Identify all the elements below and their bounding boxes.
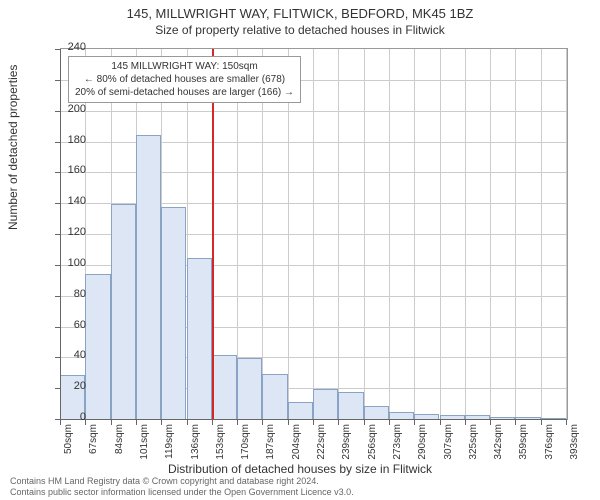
histogram-bar: [262, 374, 287, 420]
gridline-v: [541, 49, 542, 420]
y-tick-label: 20: [46, 380, 86, 392]
annotation-line: 20% of semi-detached houses are larger (…: [75, 86, 294, 99]
x-tick: [136, 420, 137, 425]
x-tick-label: 290sqm: [417, 424, 428, 474]
x-tick: [515, 420, 516, 425]
y-axis-label: Number of detached properties: [6, 65, 20, 230]
annotation-line: ← 80% of detached houses are smaller (67…: [75, 73, 294, 86]
histogram-bar: [161, 207, 186, 420]
x-tick: [212, 420, 213, 425]
reference-line: [212, 49, 214, 420]
histogram-bar: [212, 355, 237, 420]
histogram-bar: [288, 402, 313, 421]
y-tick-label: 180: [46, 134, 86, 146]
histogram-bar: [237, 358, 262, 420]
chart-container: 145, MILLWRIGHT WAY, FLITWICK, BEDFORD, …: [0, 0, 600, 500]
plot-area: [60, 48, 568, 420]
x-tick: [338, 420, 339, 425]
x-tick: [111, 420, 112, 425]
annotation-box: 145 MILLWRIGHT WAY: 150sqm← 80% of detac…: [68, 56, 301, 103]
x-tick-label: 376sqm: [544, 424, 555, 474]
x-tick-label: 84sqm: [114, 424, 125, 474]
chart-subtitle: Size of property relative to detached ho…: [0, 21, 600, 37]
x-tick-label: 119sqm: [164, 424, 175, 474]
y-tick-label: 200: [46, 103, 86, 115]
x-tick-label: 187sqm: [265, 424, 276, 474]
histogram-bar: [85, 274, 110, 420]
x-tick-label: 256sqm: [367, 424, 378, 474]
gridline-v: [288, 49, 289, 420]
x-tick: [237, 420, 238, 425]
x-tick-label: 359sqm: [518, 424, 529, 474]
x-tick-label: 204sqm: [291, 424, 302, 474]
y-tick-label: 120: [46, 226, 86, 238]
footer-attribution: Contains HM Land Registry data © Crown c…: [10, 476, 354, 498]
gridline-v: [262, 49, 263, 420]
histogram-bar: [313, 389, 338, 420]
gridline-v: [566, 49, 567, 420]
x-tick-label: 136sqm: [190, 424, 201, 474]
histogram-bar: [136, 135, 161, 420]
x-tick-label: 325sqm: [468, 424, 479, 474]
x-tick-label: 50sqm: [63, 424, 74, 474]
footer-line-2: Contains public sector information licen…: [10, 487, 354, 498]
y-tick-label: 100: [46, 257, 86, 269]
x-tick-label: 170sqm: [240, 424, 251, 474]
gridline-v: [490, 49, 491, 420]
x-tick: [313, 420, 314, 425]
x-tick: [187, 420, 188, 425]
x-tick-label: 307sqm: [443, 424, 454, 474]
gridline-v: [515, 49, 516, 420]
footer-line-1: Contains HM Land Registry data © Crown c…: [10, 476, 354, 487]
gridline-v: [364, 49, 365, 420]
y-tick-label: 0: [46, 411, 86, 423]
x-tick: [566, 420, 567, 425]
chart-title: 145, MILLWRIGHT WAY, FLITWICK, BEDFORD, …: [0, 0, 600, 21]
gridline-v: [338, 49, 339, 420]
y-tick-label: 40: [46, 349, 86, 361]
x-tick: [262, 420, 263, 425]
x-tick: [161, 420, 162, 425]
annotation-line: 145 MILLWRIGHT WAY: 150sqm: [75, 60, 294, 73]
x-tick: [364, 420, 365, 425]
histogram-bar: [187, 258, 212, 420]
y-tick-label: 80: [46, 288, 86, 300]
histogram-bar: [364, 406, 389, 420]
x-tick: [414, 420, 415, 425]
histogram-bar: [338, 392, 363, 420]
gridline-v: [440, 49, 441, 420]
gridline-v: [414, 49, 415, 420]
y-tick-label: 140: [46, 195, 86, 207]
gridline-v: [313, 49, 314, 420]
gridline-v: [465, 49, 466, 420]
x-tick-label: 393sqm: [569, 424, 580, 474]
x-tick: [389, 420, 390, 425]
x-tick: [541, 420, 542, 425]
x-tick-label: 342sqm: [493, 424, 504, 474]
x-tick: [465, 420, 466, 425]
histogram-bar: [111, 204, 136, 420]
x-tick: [440, 420, 441, 425]
x-axis: [60, 419, 567, 420]
x-tick-label: 222sqm: [316, 424, 327, 474]
x-tick: [288, 420, 289, 425]
x-tick-label: 67sqm: [88, 424, 99, 474]
x-tick-label: 153sqm: [215, 424, 226, 474]
y-tick-label: 240: [46, 41, 86, 53]
x-tick-label: 239sqm: [341, 424, 352, 474]
x-tick-label: 101sqm: [139, 424, 150, 474]
x-tick: [490, 420, 491, 425]
x-tick-label: 273sqm: [392, 424, 403, 474]
y-tick-label: 60: [46, 319, 86, 331]
gridline-v: [389, 49, 390, 420]
y-tick-label: 160: [46, 164, 86, 176]
